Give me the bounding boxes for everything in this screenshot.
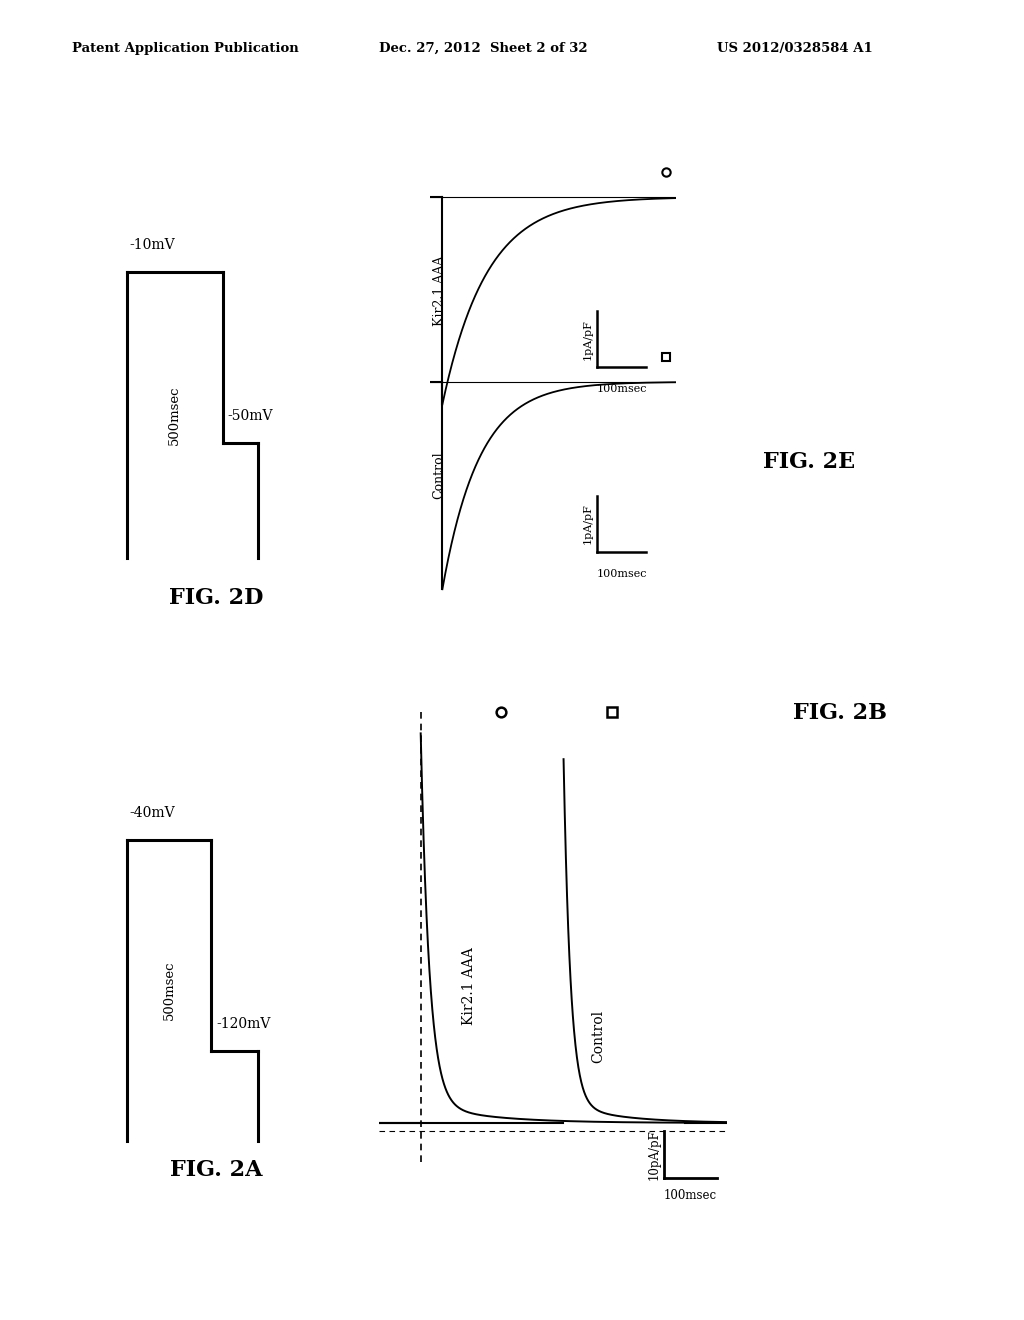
Text: -10mV: -10mV	[129, 239, 174, 252]
Text: Kir2.1 AAA: Kir2.1 AAA	[432, 255, 445, 326]
Text: Kir2.1 AAA: Kir2.1 AAA	[463, 948, 476, 1026]
Text: 100msec: 100msec	[664, 1189, 717, 1203]
Text: 1pA/pF: 1pA/pF	[583, 318, 592, 359]
Text: 500msec: 500msec	[163, 961, 175, 1020]
Text: 100msec: 100msec	[597, 569, 647, 578]
Text: US 2012/0328584 A1: US 2012/0328584 A1	[717, 42, 872, 55]
Text: 10pA/pF: 10pA/pF	[648, 1129, 660, 1180]
Text: FIG. 2A: FIG. 2A	[170, 1159, 262, 1181]
Text: Patent Application Publication: Patent Application Publication	[72, 42, 298, 55]
Text: -120mV: -120mV	[216, 1016, 270, 1031]
Text: 1pA/pF: 1pA/pF	[583, 503, 592, 544]
Text: 100msec: 100msec	[597, 384, 647, 393]
Text: -40mV: -40mV	[129, 807, 174, 820]
Text: 500msec: 500msec	[168, 385, 181, 445]
Text: FIG. 2E: FIG. 2E	[763, 451, 855, 473]
Text: Control: Control	[432, 451, 445, 499]
Text: FIG. 2D: FIG. 2D	[169, 586, 263, 609]
Text: Control: Control	[591, 1010, 605, 1064]
Text: Dec. 27, 2012  Sheet 2 of 32: Dec. 27, 2012 Sheet 2 of 32	[379, 42, 588, 55]
Text: FIG. 2B: FIG. 2B	[793, 702, 887, 723]
Text: -50mV: -50mV	[228, 409, 273, 422]
